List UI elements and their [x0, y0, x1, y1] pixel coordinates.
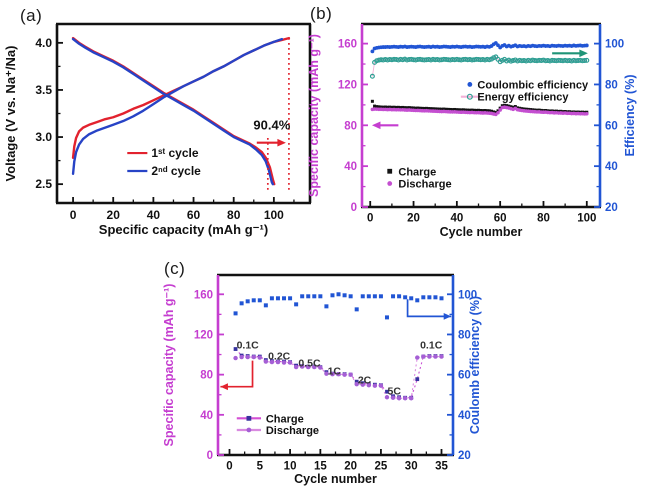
svg-text:1C: 1C — [328, 366, 342, 378]
svg-text:100: 100 — [264, 208, 284, 222]
svg-text:160: 160 — [194, 289, 213, 301]
svg-text:60: 60 — [605, 120, 618, 132]
svg-text:15: 15 — [314, 461, 327, 473]
svg-text:80: 80 — [458, 329, 471, 341]
panel-c: (c) 0 5 10 15 20 25 30 35 0 40 80 120 160 20 40 60 80 100… — [160, 255, 500, 495]
svg-text:100: 100 — [577, 213, 596, 225]
svg-text:2ⁿᵈ cycle: 2ⁿᵈ cycle — [151, 164, 201, 178]
svg-text:5C: 5C — [388, 386, 402, 398]
svg-text:30: 30 — [405, 461, 418, 473]
svg-text:0: 0 — [207, 450, 213, 462]
svg-text:Voltage (V vs. Na⁺/Na): Voltage (V vs. Na⁺/Na) — [3, 46, 18, 182]
svg-text:80: 80 — [344, 120, 357, 132]
svg-text:60: 60 — [187, 208, 201, 222]
svg-text:Discharge: Discharge — [266, 425, 319, 437]
svg-text:60: 60 — [458, 370, 471, 382]
svg-text:3.0: 3.0 — [35, 130, 52, 144]
panel-a: (a) 0 20 40 60 80 100 2.5 3.0 3.5 4.0 90.4% 1ˢᵗ cyc… — [0, 0, 325, 250]
panel-b-label: (b) — [310, 4, 333, 23]
svg-text:0: 0 — [70, 208, 77, 222]
svg-text:Cycle number: Cycle number — [294, 472, 377, 486]
svg-text:Charge: Charge — [398, 166, 436, 178]
panel-a-label: (a) — [20, 6, 43, 25]
svg-text:35: 35 — [435, 461, 448, 473]
svg-text:40: 40 — [200, 410, 213, 422]
svg-text:0.5C: 0.5C — [298, 358, 321, 370]
svg-text:0.1C: 0.1C — [420, 340, 443, 352]
svg-text:20: 20 — [344, 461, 357, 473]
chart-c: 0 5 10 15 20 25 30 35 0 40 80 120 160 20 40 60 80 100 0.1C… — [162, 273, 482, 486]
svg-text:Discharge: Discharge — [398, 179, 451, 191]
svg-text:160: 160 — [338, 39, 357, 51]
svg-text:80: 80 — [537, 213, 550, 225]
svg-text:Cycle number: Cycle number — [440, 225, 523, 239]
svg-text:4.0: 4.0 — [35, 36, 52, 50]
svg-text:5: 5 — [257, 461, 264, 473]
svg-text:2C: 2C — [358, 375, 372, 387]
svg-text:Specific capacity (mAh g⁻¹): Specific capacity (mAh g⁻¹) — [162, 284, 176, 447]
svg-text:0.2C: 0.2C — [268, 351, 291, 363]
svg-text:40: 40 — [344, 161, 357, 173]
svg-text:40: 40 — [450, 213, 463, 225]
svg-text:60: 60 — [494, 213, 507, 225]
svg-text:90.4%: 90.4% — [253, 118, 290, 133]
svg-text:Coulomb efficiency (%): Coulomb efficiency (%) — [468, 296, 482, 434]
svg-text:0: 0 — [367, 213, 373, 225]
svg-text:80: 80 — [200, 370, 213, 382]
panel-c-label: (c) — [164, 259, 186, 278]
svg-text:Specific capacity (mAh g⁻¹): Specific capacity (mAh g⁻¹) — [99, 222, 268, 237]
svg-text:40: 40 — [147, 208, 161, 222]
panel-b: (b) 0 20 40 60 80 100 0 40 80 120 160 20 40 60 80 100 Co… — [305, 0, 650, 240]
svg-text:0: 0 — [351, 202, 357, 214]
svg-text:100: 100 — [605, 39, 624, 51]
svg-text:40: 40 — [458, 410, 471, 422]
svg-text:0.1C: 0.1C — [237, 340, 260, 352]
svg-text:1ˢᵗ cycle: 1ˢᵗ cycle — [151, 146, 198, 160]
svg-text:2.5: 2.5 — [35, 177, 52, 191]
svg-text:Specific capacity (mAh g⁻¹): Specific capacity (mAh g⁻¹) — [307, 34, 321, 197]
chart-b: 0 20 40 60 80 100 0 40 80 120 160 20 40 60 80 100 Coulom… — [307, 22, 637, 239]
svg-text:80: 80 — [227, 208, 241, 222]
svg-text:10: 10 — [284, 461, 297, 473]
svg-text:Coulombic efficiency: Coulombic efficiency — [477, 79, 589, 91]
svg-text:20: 20 — [458, 450, 471, 462]
svg-text:120: 120 — [194, 329, 213, 341]
svg-text:20: 20 — [107, 208, 121, 222]
svg-text:80: 80 — [605, 79, 618, 91]
svg-text:120: 120 — [338, 79, 357, 91]
svg-text:Energy efficiency: Energy efficiency — [477, 92, 569, 104]
svg-text:20: 20 — [605, 202, 618, 214]
svg-text:25: 25 — [375, 461, 388, 473]
svg-text:0: 0 — [226, 461, 232, 473]
svg-text:40: 40 — [605, 161, 618, 173]
svg-text:Efficiency (%): Efficiency (%) — [623, 75, 637, 157]
chart-a: 0 20 40 60 80 100 2.5 3.0 3.5 4.0 90.4% 1ˢᵗ cycle 2ⁿ… — [3, 22, 312, 237]
svg-text:3.5: 3.5 — [35, 83, 52, 97]
svg-text:20: 20 — [407, 213, 420, 225]
svg-text:100: 100 — [458, 289, 477, 301]
svg-text:Charge: Charge — [266, 413, 304, 425]
